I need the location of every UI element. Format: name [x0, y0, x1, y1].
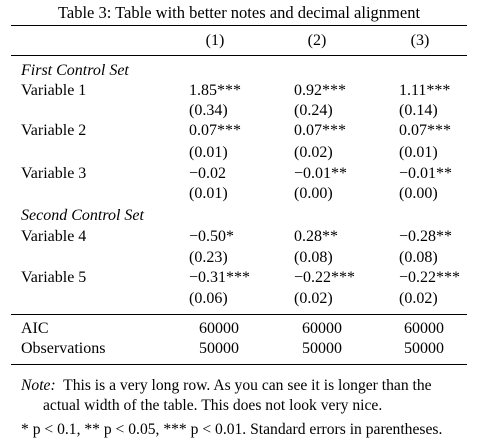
se-row: (0.23) (0.08) (0.08): [0, 248, 478, 268]
se-cell: (0.08): [294, 249, 333, 266]
table-note: Note: This is a very long row. As you ca…: [21, 376, 461, 416]
row-label: Variable 5: [21, 269, 87, 286]
group-title-row: First Control Set: [0, 61, 478, 81]
group-title: First Control Set: [21, 62, 129, 79]
stats-row: Observations 50000 50000 50000: [0, 339, 478, 359]
se-cell: (0.23): [189, 249, 228, 266]
coef-cell: −0.01**: [294, 165, 348, 182]
row-label: Variable 3: [21, 165, 87, 182]
se-cell: (0.02): [294, 144, 333, 161]
header-row: (1) (2) (3): [0, 31, 478, 51]
se-cell: (0.34): [189, 102, 228, 119]
header-rule: [11, 55, 467, 56]
stats-rule: [11, 314, 467, 315]
stats-row: AIC 60000 60000 60000: [0, 319, 478, 339]
significance-note: * p < 0.1, ** p < 0.05, *** p < 0.01. St…: [21, 421, 443, 438]
se-cell: (0.01): [399, 144, 438, 161]
coef-cell: −0.28**: [399, 228, 453, 245]
group-title: Second Control Set: [21, 207, 144, 224]
stat-value: 50000: [302, 340, 342, 357]
note-text-1: This is a very long row. As you can see …: [63, 377, 432, 394]
table-caption: Table 3: Table with better notes and dec…: [57, 3, 421, 22]
row-label: Variable 2: [21, 122, 87, 139]
bottom-rule: [11, 364, 467, 366]
se-cell: (0.02): [294, 290, 333, 307]
se-row: (0.34) (0.24) (0.14): [0, 101, 478, 121]
coef-cell: −0.01**: [399, 165, 453, 182]
se-row: (0.01) (0.00) (0.00): [0, 184, 478, 204]
stat-label: Observations: [21, 340, 106, 357]
stat-value: 50000: [404, 340, 444, 357]
se-cell: (0.00): [399, 185, 438, 202]
note-prefix: Note:: [21, 377, 56, 394]
table-row: Variable 4 −0.50* 0.28** −0.28**: [0, 227, 478, 247]
se-cell: (0.08): [399, 249, 438, 266]
row-label: Variable 1: [21, 82, 87, 99]
stat-value: 60000: [302, 320, 342, 337]
se-cell: (0.06): [189, 290, 228, 307]
coef-cell: 1.11***: [399, 82, 451, 99]
coef-cell: 0.07***: [189, 122, 241, 139]
group-title-row: Second Control Set: [0, 206, 478, 226]
coef-cell: −0.02: [189, 165, 227, 182]
se-cell: (0.01): [189, 144, 228, 161]
coef-cell: 1.85***: [189, 82, 241, 99]
se-cell: (0.00): [294, 185, 333, 202]
coef-cell: −0.50*: [189, 228, 235, 245]
se-cell: (0.02): [399, 290, 438, 307]
se-cell: (0.24): [294, 102, 333, 119]
stat-label: AIC: [21, 320, 49, 337]
column-header-3: (3): [410, 32, 430, 49]
note-line-1: Note: This is a very long row. As you ca…: [21, 377, 432, 394]
se-cell: (0.01): [189, 185, 228, 202]
coef-cell: 0.07***: [294, 122, 346, 139]
table-row: Variable 1 1.85*** 0.92*** 1.11***: [0, 81, 478, 101]
column-header-2: (2): [307, 32, 327, 49]
coef-cell: −0.22***: [294, 269, 356, 286]
table-row: Variable 3 −0.02 −0.01** −0.01**: [0, 164, 478, 184]
coef-cell: 0.07***: [399, 122, 451, 139]
coef-cell: −0.31***: [189, 269, 251, 286]
note-text-2: actual width of the table. This does not…: [43, 397, 383, 414]
stat-value: 60000: [199, 320, 239, 337]
coef-cell: 0.28**: [294, 228, 338, 245]
top-rule: [11, 25, 467, 27]
stat-value: 60000: [404, 320, 444, 337]
table-row: Variable 2 0.07*** 0.07*** 0.07***: [0, 121, 478, 141]
row-label: Variable 4: [21, 228, 87, 245]
stat-value: 50000: [199, 340, 239, 357]
coef-cell: 0.92***: [294, 82, 346, 99]
se-cell: (0.14): [399, 102, 438, 119]
coef-cell: −0.22***: [399, 269, 461, 286]
se-row: (0.06) (0.02) (0.02): [0, 289, 478, 309]
table-row: Variable 5 −0.31*** −0.22*** −0.22***: [0, 268, 478, 288]
column-header-1: (1): [205, 32, 225, 49]
se-row: (0.01) (0.02) (0.01): [0, 143, 478, 163]
